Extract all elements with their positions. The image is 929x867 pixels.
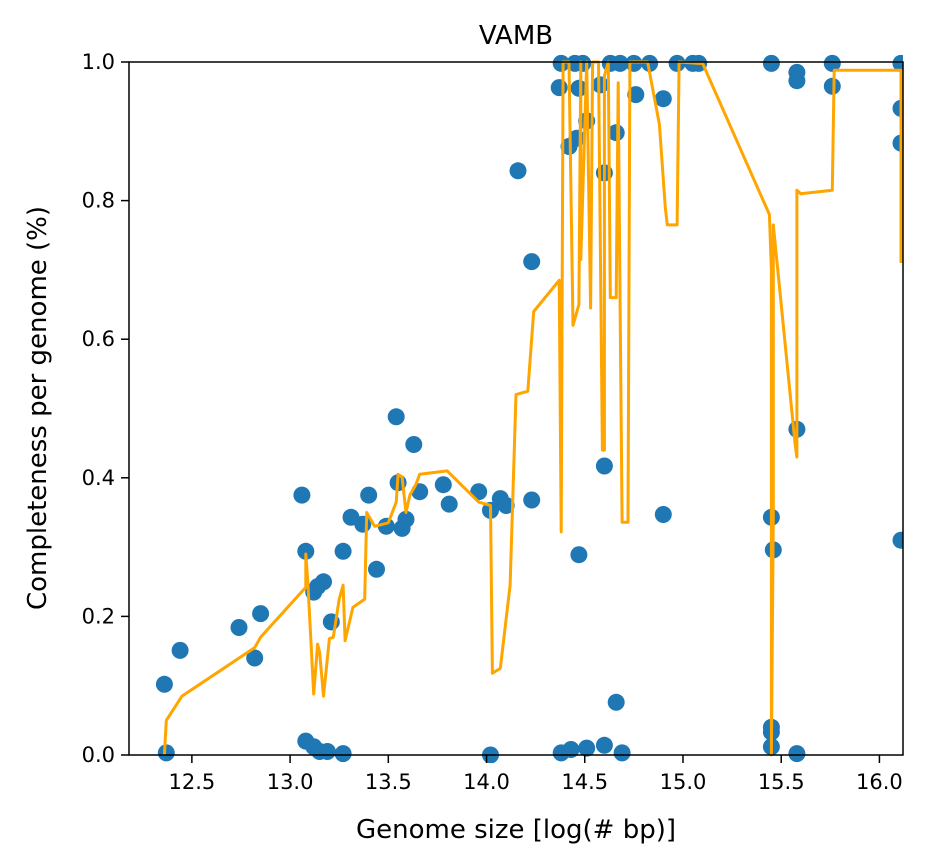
y-tick-label: 0.4 bbox=[82, 466, 115, 490]
chart-title: VAMB bbox=[479, 21, 553, 51]
scatter-point bbox=[368, 560, 385, 578]
x-tick-label: 14.0 bbox=[463, 770, 510, 794]
scatter-point bbox=[892, 54, 903, 72]
scatter-point bbox=[334, 745, 352, 763]
scatter-point bbox=[171, 641, 189, 659]
scatter-point bbox=[434, 476, 452, 494]
x-tick-label: 14.5 bbox=[561, 770, 608, 794]
scatter-point bbox=[377, 517, 395, 535]
x-tick-label: 13.0 bbox=[267, 770, 314, 794]
y-axis: 0.0 0.2 0.4 0.6 0.8 1.0 bbox=[82, 50, 129, 767]
x-axis: 12.5 13.0 13.5 14.0 14.5 15.0 15.5 16.0 bbox=[168, 755, 903, 794]
scatter-point bbox=[497, 497, 515, 514]
y-tick-label: 0.0 bbox=[82, 743, 115, 767]
scatter-point bbox=[230, 619, 248, 636]
scatter-point bbox=[523, 253, 541, 271]
scatter-point bbox=[562, 741, 580, 758]
scatter-point bbox=[611, 54, 629, 72]
scatter-point bbox=[892, 531, 903, 549]
scatter-point bbox=[627, 86, 645, 104]
x-tick-label: 15.0 bbox=[660, 770, 707, 794]
scatter-point bbox=[607, 693, 625, 711]
scatter-point bbox=[654, 90, 672, 108]
scatter-point bbox=[668, 54, 686, 72]
scatter-point bbox=[334, 542, 352, 560]
scatter-point bbox=[823, 77, 841, 95]
scatter-point bbox=[595, 457, 613, 475]
scatter-point bbox=[440, 495, 458, 513]
scatter-point bbox=[293, 486, 311, 504]
scatter-point bbox=[788, 745, 806, 763]
scatter-point bbox=[607, 124, 625, 142]
scatter-point bbox=[592, 76, 609, 94]
scatter-point bbox=[387, 408, 405, 426]
scatter-point bbox=[246, 649, 264, 667]
scatter-point bbox=[405, 436, 423, 453]
scatter-point bbox=[578, 739, 596, 757]
scatter-point bbox=[157, 744, 175, 762]
scatter-point bbox=[552, 54, 570, 72]
scatter-point bbox=[155, 675, 173, 693]
x-axis-label: Genome size [log(# bp)] bbox=[356, 815, 676, 845]
scatter-point bbox=[641, 54, 659, 72]
scatter-point bbox=[570, 79, 588, 97]
scatter-point bbox=[318, 743, 336, 760]
scatter-point bbox=[654, 506, 672, 523]
x-tick-label: 13.5 bbox=[365, 770, 412, 794]
scatter-point bbox=[360, 486, 378, 504]
scatter-point bbox=[550, 79, 568, 97]
scatter-point bbox=[595, 736, 613, 754]
plot-frame bbox=[128, 61, 904, 756]
scatter-point bbox=[509, 162, 527, 180]
x-tick-label: 12.5 bbox=[168, 770, 215, 794]
scatter-point bbox=[397, 510, 415, 528]
scatter-point bbox=[613, 744, 631, 762]
scatter-point bbox=[297, 542, 315, 560]
scatter-point bbox=[762, 54, 780, 72]
scatter-point bbox=[523, 491, 541, 509]
scatter-point bbox=[570, 546, 588, 564]
y-tick-label: 0.6 bbox=[82, 327, 115, 351]
y-axis-label: Completeness per genome (%) bbox=[23, 206, 53, 610]
x-tick-label: 16.0 bbox=[856, 770, 903, 794]
scatter-point bbox=[788, 72, 806, 90]
y-tick-label: 0.2 bbox=[82, 604, 115, 628]
y-tick-label: 0.8 bbox=[82, 189, 115, 213]
scatter-point bbox=[574, 54, 592, 72]
scatter-point bbox=[823, 54, 841, 72]
x-tick-label: 15.5 bbox=[758, 770, 805, 794]
scatter-point bbox=[252, 605, 270, 623]
y-tick-label: 1.0 bbox=[82, 50, 115, 74]
scatter-point bbox=[315, 573, 332, 591]
